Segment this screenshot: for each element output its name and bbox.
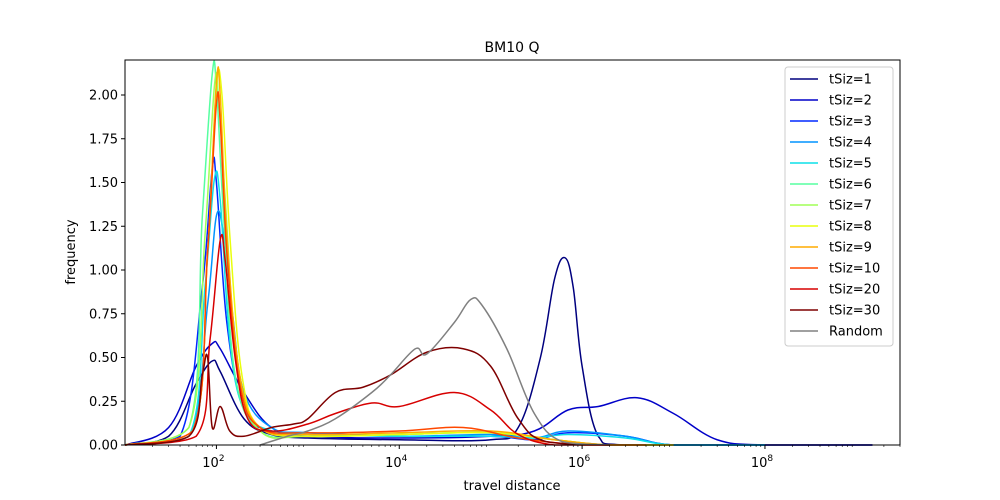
y-tick-label: 0.00 bbox=[89, 439, 118, 454]
legend-box bbox=[784, 66, 894, 347]
series-line-tsiz-20 bbox=[124, 233, 610, 446]
x-tick-label: 106 bbox=[568, 454, 591, 471]
y-axis-label: frequency bbox=[64, 219, 79, 285]
legend-label: tSiz=8 bbox=[829, 220, 872, 235]
y-tick-label: 1.00 bbox=[89, 264, 118, 279]
series-line-tsiz-30 bbox=[124, 346, 610, 446]
series-line-tsiz-1 bbox=[124, 256, 873, 446]
x-axis-label: travel distance bbox=[464, 479, 561, 494]
legend-label: tSiz=4 bbox=[829, 136, 872, 151]
x-tick-label: 102 bbox=[202, 454, 224, 471]
legend-label: tSiz=10 bbox=[829, 262, 880, 277]
legend-label: tSiz=7 bbox=[829, 199, 872, 214]
legend-label: tSiz=3 bbox=[829, 115, 872, 130]
legend-label: tSiz=2 bbox=[829, 94, 872, 109]
y-tick-label: 1.75 bbox=[89, 132, 118, 147]
legend-label: tSiz=9 bbox=[829, 241, 872, 256]
y-axis-ticks: 0.00 0.25 0.50 0.75 1.00 1.25 1.50 1.75 2.00 bbox=[89, 89, 125, 454]
x-tick-label: 108 bbox=[751, 454, 774, 471]
y-tick-label: 2.00 bbox=[89, 89, 118, 104]
plot-frame bbox=[124, 59, 901, 446]
y-tick-label: 0.25 bbox=[89, 395, 118, 410]
x-tick-label: 104 bbox=[385, 454, 408, 471]
legend-label: tSiz=1 bbox=[829, 73, 872, 88]
legend-label: tSiz=20 bbox=[829, 283, 880, 298]
series-line-tsiz-5 bbox=[124, 170, 765, 446]
legend-label: tSiz=5 bbox=[829, 157, 872, 172]
series-line-tsiz-4 bbox=[124, 210, 765, 446]
series-line-tsiz-2 bbox=[124, 340, 873, 446]
series-line-random bbox=[259, 296, 610, 446]
y-tick-label: 1.50 bbox=[89, 176, 118, 191]
y-tick-label: 0.75 bbox=[89, 307, 118, 322]
legend-label: Random bbox=[829, 325, 883, 340]
plot-lines bbox=[124, 59, 873, 446]
legend-label: tSiz=30 bbox=[829, 304, 880, 319]
legend-label: tSiz=6 bbox=[829, 178, 872, 193]
y-tick-label: 0.50 bbox=[89, 351, 118, 366]
chart-title: BM10 Q bbox=[485, 40, 540, 56]
x-axis-ticks: 102 104 106 108 bbox=[152, 445, 901, 471]
legend: tSiz=1 tSiz=2 tSiz=3 tSiz=4 tSiz=5 tSiz=6 tSiz… bbox=[784, 66, 894, 347]
y-tick-label: 1.25 bbox=[89, 220, 118, 235]
